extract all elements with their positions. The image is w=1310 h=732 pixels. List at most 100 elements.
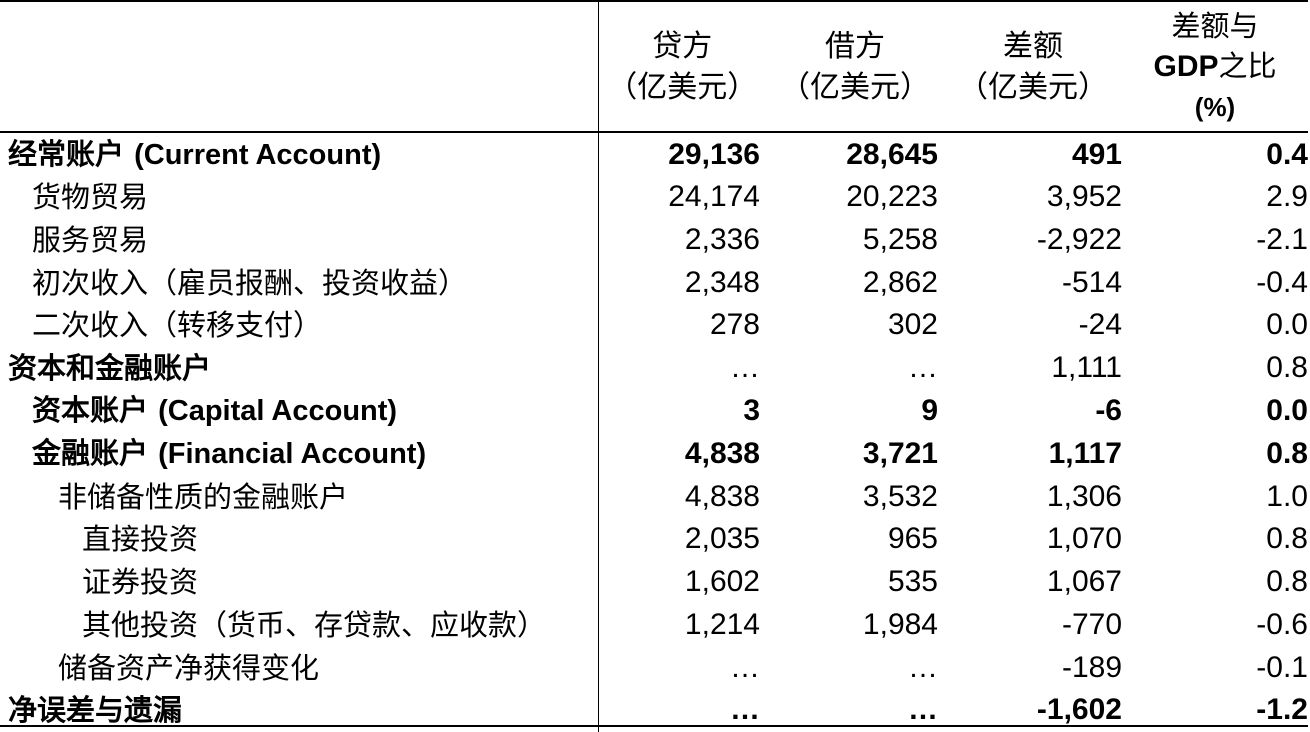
ratio-cell: -2.1 [1256,223,1308,257]
ratio-cell: -0.4 [1256,265,1308,299]
table-row: 其他投资（货币、存贷款、应收款） 1,214 1,984 -770 -0.6 [0,603,1308,647]
header-credit: 贷方 （亿美元） [598,2,766,133]
table-row: 资本账户 (Capital Account) 3 9 -6 0.0 [0,389,1308,433]
header-ratio: 差额与 GDP之比 (%) [1122,2,1308,133]
credit-cell: … [730,351,760,385]
row-label: 非储备性质的金融账户 [0,475,599,519]
ratio-cell: 0.8 [1266,436,1308,470]
row-label-en: (Financial Account) [158,438,427,471]
row-label: 二次收入（转移支付） [0,304,599,347]
ratio-cell: 0.0 [1266,393,1308,427]
debit-cell: 535 [887,565,938,599]
balance-cell: 1,067 [1046,565,1122,599]
debit-cell: … [908,351,938,385]
header-debit-title: 借方 [825,28,885,64]
balance-cell: 1,117 [1048,436,1122,470]
debit-cell: 9 [921,393,938,427]
debit-cell: 2,862 [862,265,938,299]
credit-cell: 2,336 [684,223,760,257]
credit-cell: 2,035 [684,522,760,556]
credit-cell: 2,348 [684,265,760,299]
table-row: 证券投资 1,602 535 1,067 0.8 [0,560,1308,604]
table-row: 直接投资 2,035 965 1,070 0.8 [0,518,1308,561]
balance-cell: -6 [1095,393,1122,427]
balance-cell: 1,070 [1046,522,1122,556]
row-label: 证券投资 [0,560,599,604]
ratio-cell: -1.2 [1256,693,1308,727]
credit-cell: 1,214 [684,607,760,641]
table-row: 初次收入（雇员报酬、投资收益） 2,348 2,862 -514 -0.4 [0,261,1308,305]
row-label: 经常账户 (Current Account) [0,132,599,176]
ratio-cell: -0.1 [1256,650,1308,684]
balance-cell: 1,111 [1051,351,1122,385]
row-label-cn: 金融账户 [32,436,159,471]
row-label: 资本和金融账户 [0,346,599,390]
row-label-cn: 经常账户 [8,137,135,171]
header-credit-title: 贷方 [652,28,713,64]
ratio-cell: 0.8 [1266,351,1308,385]
row-label: 净误差与遗漏 [0,688,599,732]
header-ratio-suffix: 之比 [1218,49,1277,83]
credit-cell: 29,136 [668,137,760,171]
table-row: 货物贸易 24,174 20,223 3,952 2.9 [0,176,1308,219]
header-credit-unit: （亿美元） [607,69,758,105]
header-balance-title: 差额 [1003,28,1063,64]
balance-cell: -2,922 [1036,223,1122,257]
ratio-cell: 0.0 [1266,308,1308,342]
table-row: 净误差与遗漏 … … -1,602 -1.2 [0,688,1308,732]
credit-cell: 4,838 [684,436,760,470]
balance-cell: -514 [1061,265,1122,299]
row-label: 资本账户 (Capital Account) [0,389,599,433]
debit-cell: 3,721 [862,436,938,470]
credit-cell: 4,838 [684,479,760,513]
row-label: 直接投资 [0,518,599,561]
debit-cell: … [908,693,938,727]
balance-cell: -770 [1061,607,1122,641]
ratio-cell: 1.0 [1266,479,1308,513]
ratio-cell: 0.4 [1266,137,1308,171]
header-label-cell [0,2,599,133]
credit-cell: … [730,650,760,684]
header-debit: 借方 （亿美元） [766,2,944,133]
debit-cell: 1,984 [862,607,938,641]
table-row: 储备资产净获得变化 … … -189 -0.1 [0,646,1308,689]
header-ratio-unit: (%) [1194,92,1236,122]
row-label-en: (Capital Account) [158,395,398,428]
debit-cell: … [908,650,938,684]
credit-cell: 3 [743,393,760,427]
table-row: 非储备性质的金融账户 4,838 3,532 1,306 1.0 [0,475,1308,519]
balance-cell: -24 [1078,308,1122,342]
header-ratio-gdp-line: GDP之比 [1122,46,1308,87]
credit-cell: 1,602 [684,565,760,599]
row-label: 货物贸易 [0,176,599,219]
table-row: 服务贸易 2,336 5,258 -2,922 -2.1 [0,218,1308,262]
ratio-cell: -0.6 [1256,607,1308,641]
table-row: 金融账户 (Financial Account) 4,838 3,721 1,1… [0,432,1308,476]
row-label: 初次收入（雇员报酬、投资收益） [0,261,599,305]
debit-cell: 965 [887,522,938,556]
ratio-cell: 0.8 [1266,522,1308,556]
balance-cell: 491 [1071,137,1122,171]
row-label: 储备资产净获得变化 [0,646,599,689]
ratio-cell: 2.9 [1266,180,1308,214]
debit-cell: 28,645 [846,137,938,171]
credit-cell: … [730,693,760,727]
table-row: 资本和金融账户 … … 1,111 0.8 [0,346,1308,390]
balance-cell: 1,306 [1046,479,1122,513]
balance-cell: 3,952 [1046,180,1122,214]
header-balance-unit: （亿美元） [958,69,1108,105]
row-label: 服务贸易 [0,218,599,262]
table-row: 经常账户 (Current Account) 29,136 28,645 491… [0,132,1308,176]
credit-cell: 278 [709,308,760,342]
balance-cell: -189 [1061,650,1122,684]
debit-cell: 5,258 [862,223,938,257]
table-row: 二次收入（转移支付） 278 302 -24 0.0 [0,304,1308,347]
header-row: 贷方 （亿美元） 借方 （亿美元） 差额 （亿美元） 差额与 GDP之比 (%) [0,2,1308,133]
debit-cell: 20,223 [846,180,938,214]
header-ratio-gdp: GDP [1153,50,1219,83]
header-balance: 差额 （亿美元） [944,2,1122,133]
row-label: 其他投资（货币、存贷款、应收款） [0,603,599,647]
row-label-cn: 资本账户 [32,393,159,428]
